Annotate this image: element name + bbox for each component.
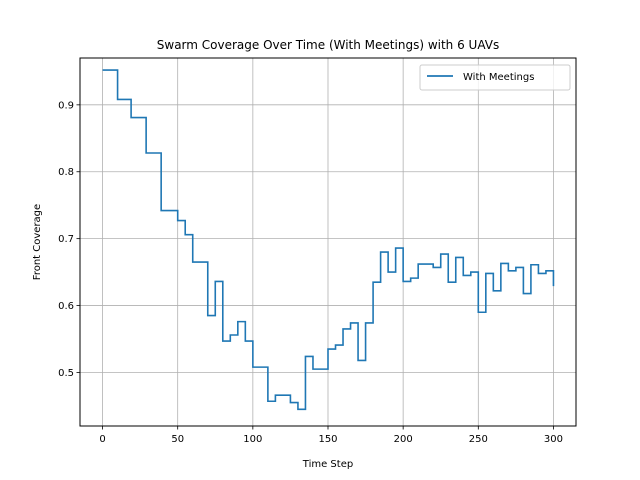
y-tick-label: 0.9: [58, 100, 74, 111]
plot-series: [102, 69, 555, 411]
series-line-with-meetings: [102, 69, 555, 411]
x-tick-label: 100: [243, 434, 262, 445]
legend-label: With Meetings: [463, 72, 534, 83]
grid-lines: [80, 58, 576, 426]
y-tick-label: 0.7: [58, 234, 74, 245]
x-tick-label: 0: [99, 434, 105, 445]
x-tick-label: 50: [171, 434, 184, 445]
legend: With Meetings: [419, 64, 571, 91]
y-axis-label: Front Coverage: [32, 204, 43, 280]
x-tick-label: 150: [318, 434, 337, 445]
x-tick-label: 250: [469, 434, 488, 445]
x-tick-label: 300: [544, 434, 563, 445]
legend-box: [419, 64, 571, 91]
y-tick-label: 0.6: [58, 301, 74, 312]
chart-title: Swarm Coverage Over Time (With Meetings)…: [157, 38, 499, 52]
y-axis: 0.5 0.6 0.7 0.8 0.9: [58, 100, 80, 379]
y-tick-label: 0.5: [58, 368, 74, 379]
y-tick-label: 0.8: [58, 167, 74, 178]
x-tick-label: 200: [394, 434, 413, 445]
x-axis-label: Time Step: [302, 459, 353, 470]
x-axis: 0 50 100 150 200 250 300: [99, 426, 563, 445]
